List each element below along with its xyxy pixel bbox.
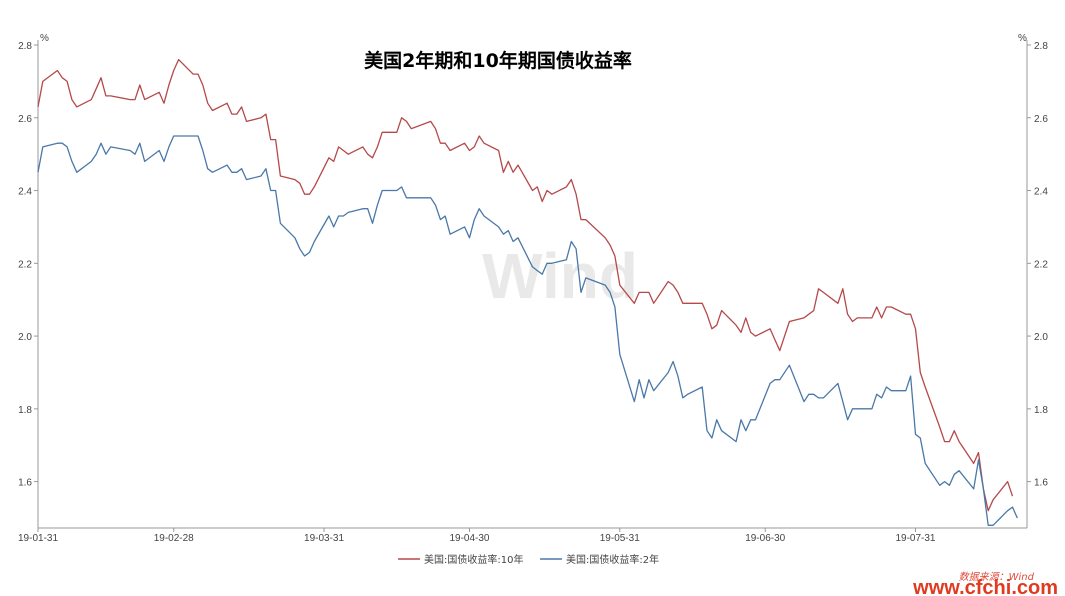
x-tick-label: 19-05-31 xyxy=(600,533,640,544)
data-source-label: 数据来源：Wind xyxy=(959,571,1035,583)
y-tick-label-right: 2.6 xyxy=(1034,114,1048,125)
x-ticks: 19-01-31 19-02-28 19-03-31 19-04-30 19-05-31… xyxy=(18,528,936,544)
y-tick-label-left: 2.2 xyxy=(18,259,32,270)
left-y-ticks: 1.6 1.8 2.0 2.2 2.4 2.6 2.8 xyxy=(18,41,38,489)
y-tick-label-left: 2.4 xyxy=(18,187,32,198)
legend: 美国:国债收益率:10年 美国:国债收益率:2年 xyxy=(398,553,659,566)
x-tick-label: 19-01-31 xyxy=(18,533,58,544)
y-tick-label-left: 2.8 xyxy=(18,41,32,52)
y-tick-label-right: 2.8 xyxy=(1034,41,1048,52)
y-tick-label-right: 2.2 xyxy=(1034,259,1048,270)
legend-label-10y: 美国:国债收益率:10年 xyxy=(424,553,523,566)
y-tick-label-right: 2.0 xyxy=(1034,332,1048,343)
y-tick-label-left: 2.6 xyxy=(18,114,32,125)
y-tick-label-left: 1.6 xyxy=(18,478,32,489)
x-tick-label: 19-07-31 xyxy=(895,533,935,544)
chart-title: 美国2年期和10年期国债收益率 xyxy=(364,49,632,72)
y-tick-label-right: 2.4 xyxy=(1034,187,1048,198)
right-unit-label: % xyxy=(1018,33,1027,44)
site-url: www.cfchi.com xyxy=(912,577,1058,596)
x-tick-label: 19-02-28 xyxy=(154,533,194,544)
wind-watermark: Wind xyxy=(482,240,638,312)
y-tick-label-left: 2.0 xyxy=(18,332,32,343)
right-y-ticks: 1.6 1.8 2.0 2.2 2.4 2.6 2.8 xyxy=(1027,41,1048,489)
left-unit-label: % xyxy=(40,33,49,44)
legend-label-2y: 美国:国债收益率:2年 xyxy=(566,553,659,566)
series-layer xyxy=(37,58,1018,526)
y-tick-label-left: 1.8 xyxy=(18,405,32,416)
x-tick-label: 19-04-30 xyxy=(449,533,489,544)
y-tick-label-right: 1.6 xyxy=(1034,478,1048,489)
series-line-2y xyxy=(37,135,1018,526)
series-line-10y xyxy=(37,58,1014,512)
x-tick-label: 19-03-31 xyxy=(304,533,344,544)
plot-frame xyxy=(37,40,1028,529)
y-tick-label-right: 1.8 xyxy=(1034,405,1048,416)
x-tick-label: 19-06-30 xyxy=(745,533,785,544)
